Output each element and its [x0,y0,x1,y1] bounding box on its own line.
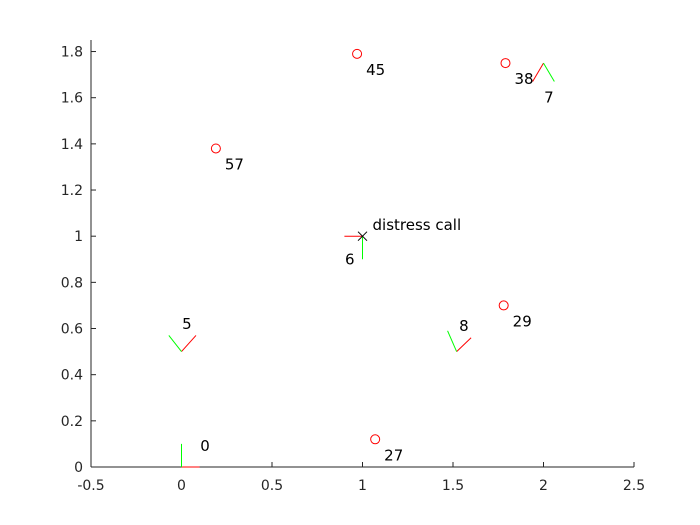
y-tick-label: 0.2 [61,414,83,430]
frame-label: 7 [544,89,554,107]
circle-label: 38 [514,70,533,88]
frame-red-axis [181,335,197,352]
frame-green-axis [543,62,555,82]
frame-red-axis [456,337,472,352]
circle-marker [370,434,381,445]
y-tick-label: 0.4 [61,368,83,384]
chart-marks: 0 6 7 8 5 45 38 57 29 27 distress call [168,48,555,468]
x-tick-label: 1 [358,478,367,494]
x-tick-label: 1.5 [442,478,464,494]
x-tick-label: -0.5 [77,478,104,494]
frame-green-axis [168,335,182,352]
frame-label: 5 [182,315,192,333]
y-tick-label: 0 [74,460,83,476]
y-tick-label: 1.4 [61,137,83,153]
circle-marker [498,300,509,311]
frame-label: 8 [459,317,469,335]
frame-red-axis [532,62,544,82]
y-tick-label: 1.6 [61,91,83,107]
distress-label: distress call [373,216,462,234]
circle-marker [210,143,221,154]
x-tick-label: 0 [177,478,186,494]
circle-label: 29 [513,312,532,330]
axes: -0.5 0 0.5 1 1.5 2 2.5 0 0.2 0.4 0.6 0.8 1 1.2 1.4 1.6 1… [61,40,645,494]
circle-marker [500,58,511,69]
y-tick-label: 1 [74,229,83,245]
frame-label: 6 [345,250,355,268]
circle-label: 27 [384,446,403,464]
x-tick-label: 0.5 [261,478,283,494]
y-tick-label: 0.8 [61,275,83,291]
circle-label: 45 [366,61,385,79]
y-tick-label: 1.2 [61,183,83,199]
frame-label: 0 [200,437,210,455]
circle-marker [352,48,363,59]
x-tick-label: 2.5 [623,478,645,494]
frame-green-axis [447,330,458,352]
x-tick-label: 2 [539,478,548,494]
distress-marker [357,231,368,242]
y-tick-label: 1.8 [61,45,83,61]
y-tick-label: 0.6 [61,322,83,338]
circle-label: 57 [225,155,244,173]
